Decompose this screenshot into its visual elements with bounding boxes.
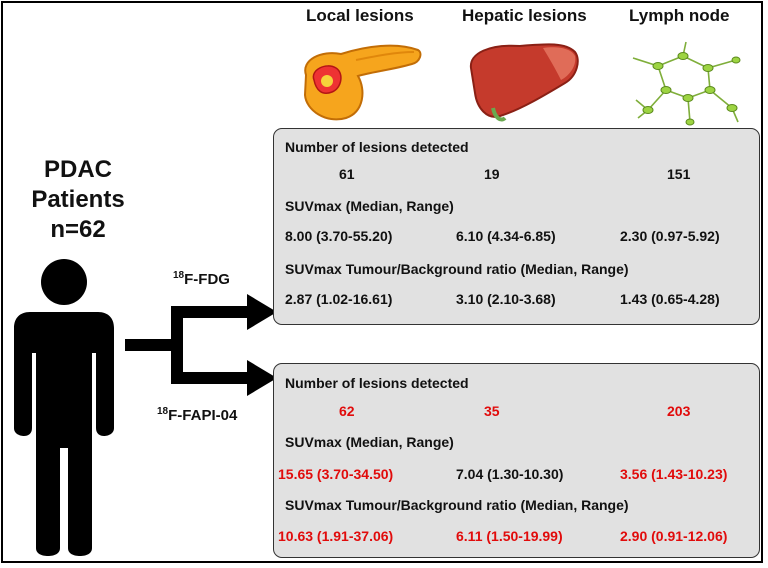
liver-icon (469, 43, 579, 122)
fapi-lesions-label: Number of lesions detected (285, 375, 469, 391)
fdg-lesions-hepatic: 19 (484, 166, 500, 182)
patient-group-label: PDAC Patients n=62 (18, 155, 138, 245)
fapi-suvmax-hepatic: 7.04 (1.30-10.30) (456, 466, 564, 482)
fdg-ratio-local: 2.87 (1.02-16.61) (285, 291, 393, 307)
fdg-ratio-lymph: 1.43 (0.65-4.28) (620, 291, 720, 307)
patient-label-line1: PDAC (43, 156, 112, 183)
fdg-suvmax-label: SUVmax (Median, Range) (285, 198, 454, 214)
fdg-suvmax-hepatic: 6.10 (4.34-6.85) (456, 228, 556, 244)
column-header-local: Local lesions (306, 6, 414, 25)
fdg-lesions-local: 61 (339, 166, 355, 182)
fapi-suvmax-label: SUVmax (Median, Range) (285, 434, 454, 450)
fdg-results-panel: Number of lesions detected 61 19 151 SUV… (273, 128, 760, 325)
arrow-icon (125, 294, 277, 396)
fapi-ratio-hepatic: 6.11 (1.50-19.99) (456, 528, 563, 544)
patient-label-line3: n=62 (50, 216, 106, 243)
person-icon (14, 259, 114, 556)
fapi-ratio-lymph: 2.90 (0.91-12.06) (620, 528, 728, 544)
fapi-lesions-hepatic: 35 (484, 403, 500, 419)
lymph-node-icon (632, 41, 741, 126)
patient-label-line2: Patients (31, 186, 125, 213)
fapi-ratio-local: 10.63 (1.91-37.06) (278, 528, 394, 544)
fapi-suvmax-lymph: 3.56 (1.43-10.23) (620, 466, 728, 482)
fdg-ratio-hepatic: 3.10 (2.10-3.68) (456, 291, 556, 307)
fapi-ratio-label: SUVmax Tumour/Background ratio (Median, … (285, 497, 629, 513)
fapi-suvmax-local: 15.65 (3.70-34.50) (278, 466, 394, 482)
tracer-fapi-label: 18F-FAPI-04 (157, 406, 238, 424)
pancreas-icon (303, 44, 422, 121)
tracer-fdg-label: 18F-FDG (173, 270, 230, 288)
fdg-ratio-label: SUVmax Tumour/Background ratio (Median, … (285, 261, 629, 277)
fdg-suvmax-lymph: 2.30 (0.97-5.92) (620, 228, 720, 244)
column-header-lymph: Lymph node (629, 6, 730, 25)
fapi-results-panel: Number of lesions detected 62 35 203 SUV… (273, 363, 760, 558)
column-header-hepatic: Hepatic lesions (462, 6, 587, 25)
fapi-lesions-lymph: 203 (667, 403, 691, 419)
fapi-lesions-local: 62 (339, 403, 355, 419)
fdg-lesions-label: Number of lesions detected (285, 139, 469, 155)
fdg-suvmax-local: 8.00 (3.70-55.20) (285, 228, 393, 244)
fdg-lesions-lymph: 151 (667, 166, 691, 182)
